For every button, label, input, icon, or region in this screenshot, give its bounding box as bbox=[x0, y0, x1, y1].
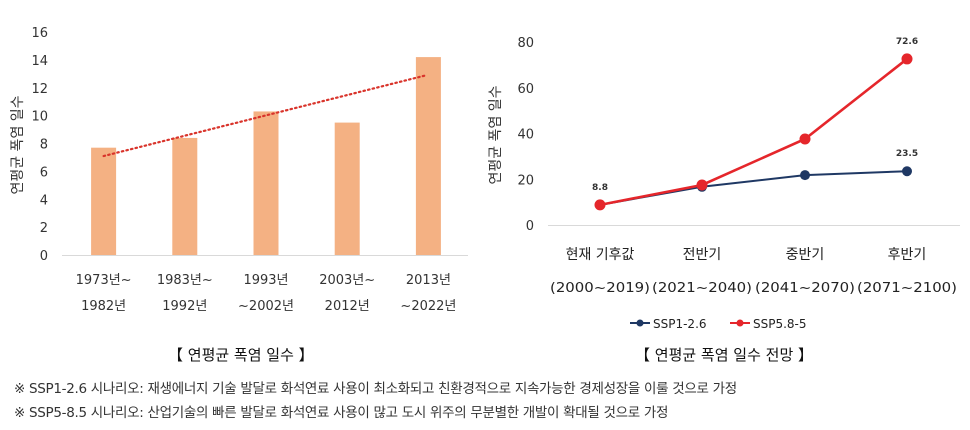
data-point bbox=[696, 179, 708, 191]
y-axis-label: 연평균 폭염 일수 bbox=[488, 85, 504, 184]
series-line-ssp1-2-6 bbox=[599, 170, 908, 206]
bar bbox=[172, 137, 198, 255]
y-tick-label: 6 bbox=[40, 165, 48, 180]
legend-marker bbox=[736, 319, 744, 327]
bar bbox=[91, 147, 117, 255]
x-tick-label: 중반기 bbox=[786, 247, 825, 263]
x-tick-label: 1993년 bbox=[243, 273, 288, 288]
x-tick-label: 1982년 bbox=[81, 299, 126, 314]
data-point bbox=[800, 170, 810, 181]
bar bbox=[334, 122, 360, 255]
data-point bbox=[901, 53, 913, 65]
x-tick-label: 2013년 bbox=[406, 273, 451, 288]
x-tick-label: (2021~2040) bbox=[652, 281, 752, 296]
bar-chart-title: 【 연평균 폭염 일수 】 bbox=[168, 346, 314, 364]
y-tick-label: 2 bbox=[40, 221, 48, 236]
legend-label: SSP5.8-5 bbox=[753, 317, 807, 330]
trend-line bbox=[102, 74, 428, 158]
x-tick-label: 2012년 bbox=[325, 299, 370, 314]
y-tick-label: 16 bbox=[31, 26, 48, 41]
y-tick-label: 4 bbox=[40, 193, 48, 208]
x-tick-label: (2071~2100) bbox=[857, 281, 957, 296]
x-tick-label: 후반기 bbox=[888, 247, 927, 263]
y-axis-label: 연평균 폭염 일수 bbox=[10, 95, 26, 194]
note-ssp5: ※ SSP5-8.5 시나리오: 산업기술의 빠른 발달로 화석연료 사용이 많… bbox=[14, 405, 669, 421]
data-label: 23.5 bbox=[896, 149, 918, 159]
x-tick-label: 1973년~ bbox=[76, 273, 132, 288]
data-label: 72.6 bbox=[896, 37, 918, 47]
x-tick-label: 2003년~ bbox=[319, 273, 375, 288]
y-tick-label: 10 bbox=[31, 110, 48, 125]
x-tick-label: (2000~2019) bbox=[550, 281, 650, 296]
x-tick-label: 전반기 bbox=[683, 247, 722, 263]
x-tick-label: ~2022년 bbox=[400, 299, 456, 314]
data-point bbox=[799, 133, 811, 145]
y-tick-label: 80 bbox=[517, 36, 534, 51]
y-tick-label: 40 bbox=[517, 128, 534, 143]
x-tick-label: (2041~2070) bbox=[755, 281, 855, 296]
line-chart-title: 【 연평균 폭염 일수 전망 】 bbox=[635, 346, 814, 364]
x-tick-label: 1983년~ bbox=[157, 273, 213, 288]
series-line-ssp5-8-5 bbox=[599, 57, 908, 207]
y-tick-label: 60 bbox=[517, 82, 534, 97]
note-ssp1: ※ SSP1-2.6 시나리오: 재생에너지 기술 발달로 화석연료 사용이 최… bbox=[14, 381, 737, 397]
x-tick-label: 1992년 bbox=[162, 299, 207, 314]
y-tick-label: 14 bbox=[31, 54, 48, 69]
data-point bbox=[902, 166, 912, 177]
legend-marker bbox=[636, 319, 644, 327]
y-tick-label: 0 bbox=[526, 219, 534, 234]
legend-label: SSP1-2.6 bbox=[653, 317, 707, 330]
y-tick-label: 0 bbox=[40, 249, 48, 264]
bar bbox=[253, 111, 279, 255]
x-tick-label: 현재 기후값 bbox=[566, 247, 635, 263]
y-tick-label: 20 bbox=[517, 173, 534, 188]
y-tick-label: 8 bbox=[40, 138, 48, 153]
bar bbox=[415, 57, 441, 256]
bar-chart-annual-heatwave-days: 0 2 4 6 8 10 12 14 16 1973년~ 1982년 1983년~ 1992년 1993년… bbox=[10, 26, 468, 314]
line-chart-heatwave-projection: 0 20 40 60 80 현재 기후값 (2000~2019) 전반기 (2021~2040)… bbox=[488, 36, 960, 330]
data-label: 8.8 bbox=[592, 183, 608, 193]
x-tick-label: ~2002년 bbox=[238, 299, 294, 314]
data-point bbox=[594, 199, 606, 211]
y-tick-label: 12 bbox=[31, 82, 48, 97]
